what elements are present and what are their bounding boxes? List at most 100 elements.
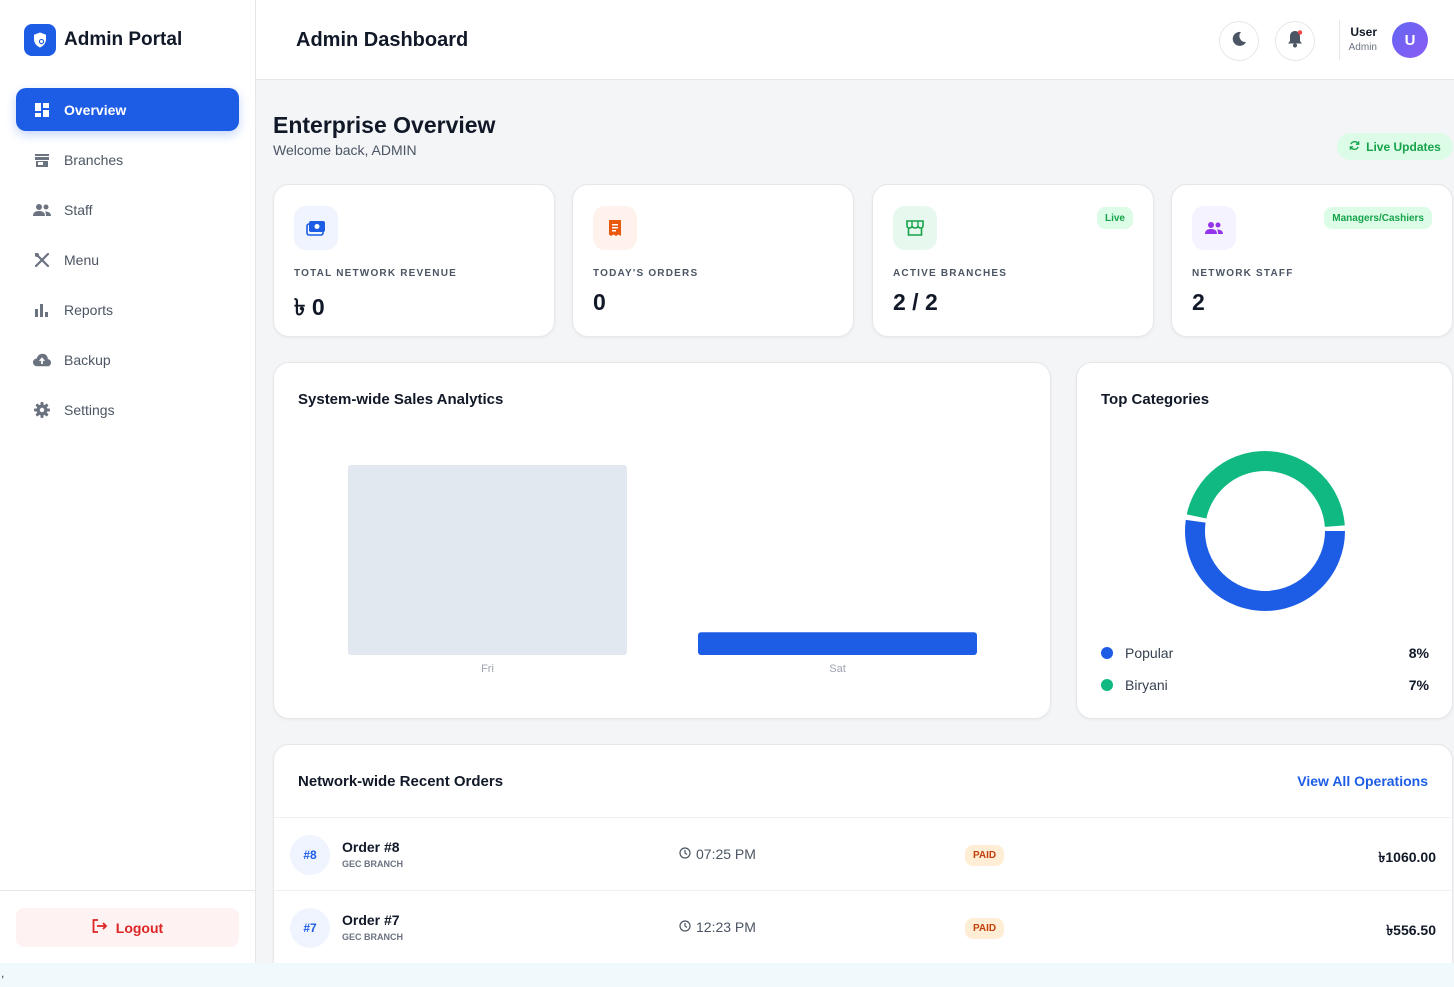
donut-slice-biryani[interactable]	[1186, 451, 1345, 528]
panel-title: Network-wide Recent Orders	[298, 773, 504, 790]
logout-icon	[92, 919, 108, 936]
sidebar-item-label: Overview	[64, 101, 127, 118]
page-header-title: Admin Dashboard	[296, 29, 469, 51]
live-badge: Live	[1096, 207, 1133, 229]
stat-value: 0	[593, 289, 606, 315]
stat-label: ACTIVE BRANCHES	[893, 268, 1008, 279]
order-name: Order #8	[342, 839, 400, 855]
sidebar-footer: Logout	[0, 890, 255, 963]
sidebar-item-menu[interactable]: Menu	[16, 238, 239, 281]
legend-value: 8%	[1408, 645, 1429, 661]
order-time-label: 12:23 PM	[696, 919, 756, 935]
table-row[interactable]: #7 Order #7 GEC BRANCH 12:23 PM PAID ৳55…	[274, 891, 1452, 964]
shield-logo-icon	[24, 24, 56, 56]
sales-bar-chart: Fri Sat	[348, 465, 977, 675]
legend-item-popular[interactable]: Popular 8%	[1101, 643, 1429, 663]
gear-icon	[33, 401, 51, 419]
moon-icon	[1231, 31, 1247, 52]
brand[interactable]: Admin Portal	[24, 24, 182, 56]
store-icon	[33, 151, 51, 169]
stat-label: TOTAL NETWORK REVENUE	[294, 268, 457, 279]
page-subtitle: Welcome back, ADMIN	[273, 142, 417, 158]
status-badge: PAID	[965, 845, 1005, 866]
order-branch: GEC BRANCH	[342, 932, 404, 942]
view-all-operations-link[interactable]: View All Operations	[1297, 773, 1428, 789]
sidebar-item-branches[interactable]: Branches	[16, 138, 239, 181]
stat-label: TODAY'S ORDERS	[593, 268, 699, 279]
order-amount: ৳556.50	[1386, 922, 1436, 938]
refresh-icon	[1349, 140, 1360, 154]
order-number-badge: #7	[290, 908, 330, 948]
bar-chart-icon	[33, 301, 51, 319]
x-tick-label: Sat	[829, 663, 846, 675]
legend-label: Biryani	[1125, 677, 1168, 693]
legend-dot	[1101, 679, 1113, 691]
order-number-badge: #8	[290, 835, 330, 875]
wallet-icon	[294, 206, 338, 250]
stat-card-branches[interactable]: Live ACTIVE BRANCHES 2 / 2	[872, 184, 1154, 337]
bottom-char: ,	[1, 966, 5, 980]
status-badge: PAID	[965, 918, 1005, 939]
user-role: Admin	[1348, 42, 1377, 53]
role-badge: Managers/Cashiers	[1324, 207, 1432, 229]
logout-button[interactable]: Logout	[16, 908, 239, 947]
table-row[interactable]: #8 Order #8 GEC BRANCH 07:25 PM PAID ৳10…	[274, 818, 1452, 891]
sidebar: Admin Portal Overview Branches Staff Men…	[0, 0, 256, 963]
orders-header: Network-wide Recent Orders View All Oper…	[274, 745, 1452, 818]
live-updates-badge[interactable]: Live Updates	[1337, 133, 1453, 160]
receipt-icon	[593, 206, 637, 250]
stat-card-orders[interactable]: TODAY'S ORDERS 0	[572, 184, 854, 337]
logout-label: Logout	[115, 919, 164, 936]
stat-value: 2	[1192, 289, 1205, 315]
stat-value: 2 / 2	[893, 289, 938, 315]
sidebar-item-settings[interactable]: Settings	[16, 388, 239, 431]
sidebar-item-label: Branches	[64, 151, 124, 168]
order-name: Order #7	[342, 912, 400, 928]
sidebar-item-backup[interactable]: Backup	[16, 338, 239, 381]
sidebar-item-label: Backup	[64, 351, 111, 368]
notifications-button[interactable]	[1275, 21, 1315, 61]
bar-fri[interactable]	[348, 465, 627, 655]
avatar[interactable]: U	[1392, 22, 1428, 58]
sales-analytics-panel: System-wide Sales Analytics Fri Sat	[273, 362, 1051, 719]
people-icon	[1192, 206, 1236, 250]
cloud-upload-icon	[33, 351, 51, 369]
bottom-status-strip	[0, 963, 1454, 987]
categories-donut-chart	[1185, 451, 1345, 611]
sidebar-item-label: Menu	[64, 251, 100, 268]
legend-item-biryani[interactable]: Biryani 7%	[1101, 675, 1429, 695]
clock-icon	[679, 919, 691, 935]
stat-card-staff[interactable]: Managers/Cashiers NETWORK STAFF 2	[1171, 184, 1453, 337]
bar-sat[interactable]	[698, 632, 977, 655]
legend-dot	[1101, 647, 1113, 659]
order-time: 07:25 PM	[679, 846, 756, 862]
theme-toggle-button[interactable]	[1219, 21, 1259, 61]
sidebar-item-staff[interactable]: Staff	[16, 188, 239, 231]
utensils-icon	[33, 251, 51, 269]
recent-orders-panel: Network-wide Recent Orders View All Oper…	[273, 744, 1453, 984]
brand-title: Admin Portal	[64, 29, 183, 50]
legend-value: 7%	[1408, 677, 1429, 693]
sidebar-item-label: Staff	[64, 201, 93, 218]
order-time: 12:23 PM	[679, 919, 756, 935]
store-icon	[893, 206, 937, 250]
sidebar-item-overview[interactable]: Overview	[16, 88, 239, 131]
donut-slice-popular[interactable]	[1185, 519, 1345, 611]
dashboard-icon	[33, 101, 51, 119]
order-amount: ৳1060.00	[1378, 849, 1436, 865]
top-header: Admin Dashboard User Admin U	[256, 0, 1454, 80]
top-categories-panel: Top Categories Popular 8% Biryani 7%	[1076, 362, 1453, 719]
x-tick-label: Fri	[481, 663, 494, 675]
sidebar-item-reports[interactable]: Reports	[16, 288, 239, 331]
people-icon	[33, 201, 51, 219]
clock-icon	[679, 846, 691, 862]
sidebar-nav: Overview Branches Staff Menu Reports	[16, 88, 239, 438]
legend-label: Popular	[1125, 645, 1174, 661]
header-divider	[1339, 20, 1340, 60]
order-time-label: 07:25 PM	[696, 846, 756, 862]
sidebar-item-label: Reports	[64, 301, 114, 318]
user-name: User	[1350, 25, 1377, 39]
panel-title: Top Categories	[1101, 391, 1210, 408]
panel-title: System-wide Sales Analytics	[298, 391, 504, 408]
stat-card-revenue[interactable]: TOTAL NETWORK REVENUE ৳ 0	[273, 184, 555, 337]
